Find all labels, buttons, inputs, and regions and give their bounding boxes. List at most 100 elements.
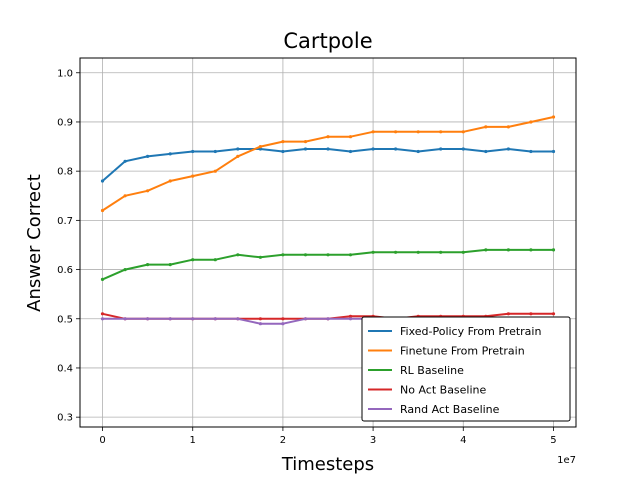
chart-title: Cartpole	[283, 29, 372, 53]
data-point	[439, 147, 443, 151]
grid	[80, 58, 576, 427]
data-point	[326, 147, 330, 151]
data-point	[326, 135, 330, 139]
y-axis: 0.3 0.4 0.5 0.6 0.7 0.8 0.9 1.0	[57, 68, 80, 424]
data-point	[529, 149, 533, 154]
data-point	[213, 258, 217, 262]
data-point	[213, 149, 217, 154]
x-tick-label: 1	[190, 435, 196, 446]
y-tick-label: 1.0	[57, 68, 73, 79]
data-point	[191, 317, 195, 321]
data-point	[191, 258, 195, 262]
y-tick-label: 0.6	[57, 265, 73, 276]
data-point	[529, 248, 533, 252]
y-tick-label: 0.7	[57, 216, 73, 227]
data-point	[484, 149, 488, 154]
x-tick-label: 0	[99, 435, 105, 446]
data-point	[394, 147, 398, 151]
data-point	[506, 248, 510, 252]
data-point	[416, 149, 420, 154]
legend-label: No Act Baseline	[400, 384, 487, 397]
legend-box	[361, 316, 571, 422]
series-layer	[100, 115, 556, 326]
data-point	[461, 130, 465, 134]
data-point	[258, 147, 262, 151]
y-axis-title: Answer Correct	[24, 174, 45, 312]
x-tick-label: 2	[280, 435, 286, 446]
y-tick-label: 0.9	[57, 117, 73, 128]
data-point	[506, 312, 510, 316]
data-point	[236, 154, 240, 158]
data-point	[348, 135, 353, 139]
data-point	[100, 208, 105, 213]
x-axis-title: Timesteps	[281, 454, 374, 475]
data-point	[258, 322, 262, 326]
data-point	[146, 154, 150, 158]
data-point	[168, 317, 172, 321]
data-point	[123, 317, 127, 321]
data-point	[191, 149, 195, 154]
data-point	[461, 147, 465, 151]
data-point	[348, 253, 353, 257]
data-point	[348, 314, 353, 318]
data-point	[439, 250, 443, 254]
data-point	[168, 179, 172, 183]
data-point	[394, 250, 398, 254]
data-point	[100, 179, 105, 183]
data-point	[439, 130, 443, 134]
data-point	[168, 263, 172, 267]
data-point	[258, 145, 262, 149]
data-point	[303, 147, 308, 151]
data-point	[416, 130, 420, 134]
x-tick-label: 4	[460, 435, 466, 446]
data-point	[146, 189, 150, 193]
data-point	[348, 317, 353, 321]
data-point	[326, 317, 330, 321]
data-point	[281, 317, 285, 321]
data-point	[281, 140, 285, 144]
data-point	[191, 174, 195, 178]
data-point	[484, 248, 488, 252]
data-point	[303, 317, 308, 321]
series-line-1	[101, 116, 554, 212]
data-point	[236, 147, 240, 151]
data-point	[100, 317, 105, 321]
y-tick-label: 0.4	[57, 363, 73, 374]
data-point	[146, 317, 150, 321]
data-point	[551, 115, 556, 119]
y-tick-label: 0.3	[57, 413, 73, 424]
data-point	[551, 312, 556, 316]
data-point	[281, 322, 285, 326]
data-point	[146, 263, 150, 267]
legend-label: RL Baseline	[400, 364, 464, 377]
data-point	[303, 253, 308, 257]
data-point	[506, 125, 510, 129]
x-tick-label: 5	[550, 435, 556, 446]
data-point	[213, 169, 217, 173]
data-point	[168, 152, 172, 156]
data-point	[281, 253, 285, 257]
data-point	[484, 125, 488, 129]
x-tick-label: 3	[370, 435, 376, 446]
legend-label: Rand Act Baseline	[400, 403, 500, 416]
data-point	[100, 312, 105, 316]
data-point	[281, 149, 285, 154]
data-point	[236, 253, 240, 257]
x-offset-label: 1e7	[557, 455, 576, 466]
data-point	[303, 140, 308, 144]
data-point	[348, 149, 353, 154]
data-point	[529, 120, 533, 124]
data-point	[371, 147, 375, 151]
data-point	[258, 255, 262, 259]
data-point	[551, 149, 556, 154]
data-point	[213, 317, 217, 321]
data-point	[236, 317, 240, 321]
data-point	[123, 268, 127, 272]
data-point	[371, 130, 375, 134]
legend: Fixed-Policy From Pretrain Finetune From …	[361, 316, 571, 422]
y-tick-label: 0.5	[57, 314, 73, 325]
data-point	[326, 253, 330, 257]
data-point	[416, 250, 420, 254]
data-point	[461, 250, 465, 254]
legend-label: Fixed-Policy From Pretrain	[400, 325, 541, 338]
